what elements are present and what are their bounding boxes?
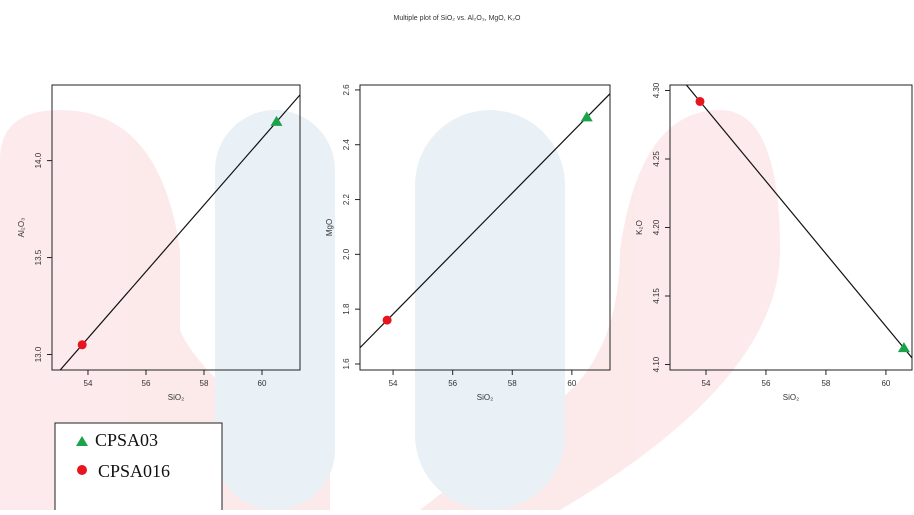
fit-line	[685, 85, 912, 359]
plot-frame	[359, 84, 611, 371]
legend-label: CPSA03	[95, 430, 158, 450]
legend-label: CPSA016	[98, 461, 170, 481]
point	[580, 111, 593, 122]
x-tick-label: 60	[258, 379, 267, 388]
y-tick-label: 13.5	[34, 249, 43, 265]
x-tick-label: 58	[821, 379, 830, 388]
legend: CPSA03 CPSA016	[54, 422, 223, 515]
legend-marker	[77, 465, 87, 475]
x-tick-label: 60	[567, 379, 576, 388]
point	[897, 342, 910, 353]
x-axis-label: SiO₂	[477, 393, 493, 402]
y-axis-label: Al₂O₃	[17, 218, 26, 238]
x-tick-label: 56	[762, 379, 771, 388]
y-tick-label: 13.0	[34, 346, 43, 362]
y-tick-label: 2.6	[342, 84, 351, 96]
y-axis-label: K₂O	[635, 220, 644, 235]
y-tick-label: 4.20	[652, 219, 661, 235]
x-tick-label: 56	[142, 379, 151, 388]
page-title: Multiple plot of SiO₂ vs. Al₂O₃, MgO, K₂…	[394, 15, 521, 22]
point	[695, 96, 705, 106]
y-tick-label: 2.4	[342, 139, 351, 151]
y-tick-label: 4.15	[652, 288, 661, 304]
x-tick-label: 54	[702, 379, 711, 388]
x-tick-label: 58	[200, 379, 209, 388]
y-tick-label: 14.0	[34, 152, 43, 168]
fit-line	[360, 93, 610, 349]
x-tick-label: 54	[389, 379, 398, 388]
plot-frame	[669, 84, 913, 371]
y-axis-label: MgO	[325, 219, 334, 236]
x-axis-label: SiO₂	[783, 393, 799, 402]
y-tick-label: 1.8	[342, 303, 351, 315]
x-tick-label: 56	[448, 379, 457, 388]
point	[77, 340, 87, 350]
plot-frame	[51, 84, 301, 371]
panel: 54 56 58 60 1.6 1.8 2.0 2.2 2.4 2.6 SiO₂ MgO	[325, 84, 611, 402]
x-tick-label: 58	[508, 379, 517, 388]
y-tick-label: 1.6	[342, 358, 351, 370]
y-tick-label: 2.2	[342, 193, 351, 205]
legend-marker	[76, 436, 88, 446]
x-axis-label: SiO₂	[168, 393, 184, 402]
watermark	[0, 110, 780, 510]
point	[270, 115, 283, 126]
fit-line	[59, 94, 300, 370]
y-tick-label: 4.10	[652, 356, 661, 372]
y-tick-label: 2.0	[342, 248, 351, 260]
x-tick-label: 60	[881, 379, 890, 388]
panel: 54 56 58 60 13.0 13.5 14.0 SiO₂ Al₂O₃	[17, 84, 301, 402]
x-tick-label: 54	[84, 379, 93, 388]
y-tick-label: 4.30	[652, 82, 661, 98]
panel: 54 56 58 60 4.10 4.15 4.20 4.25 4.30 SiO₂ K₂O	[635, 82, 913, 402]
point	[382, 315, 392, 325]
y-tick-label: 4.25	[652, 151, 661, 167]
